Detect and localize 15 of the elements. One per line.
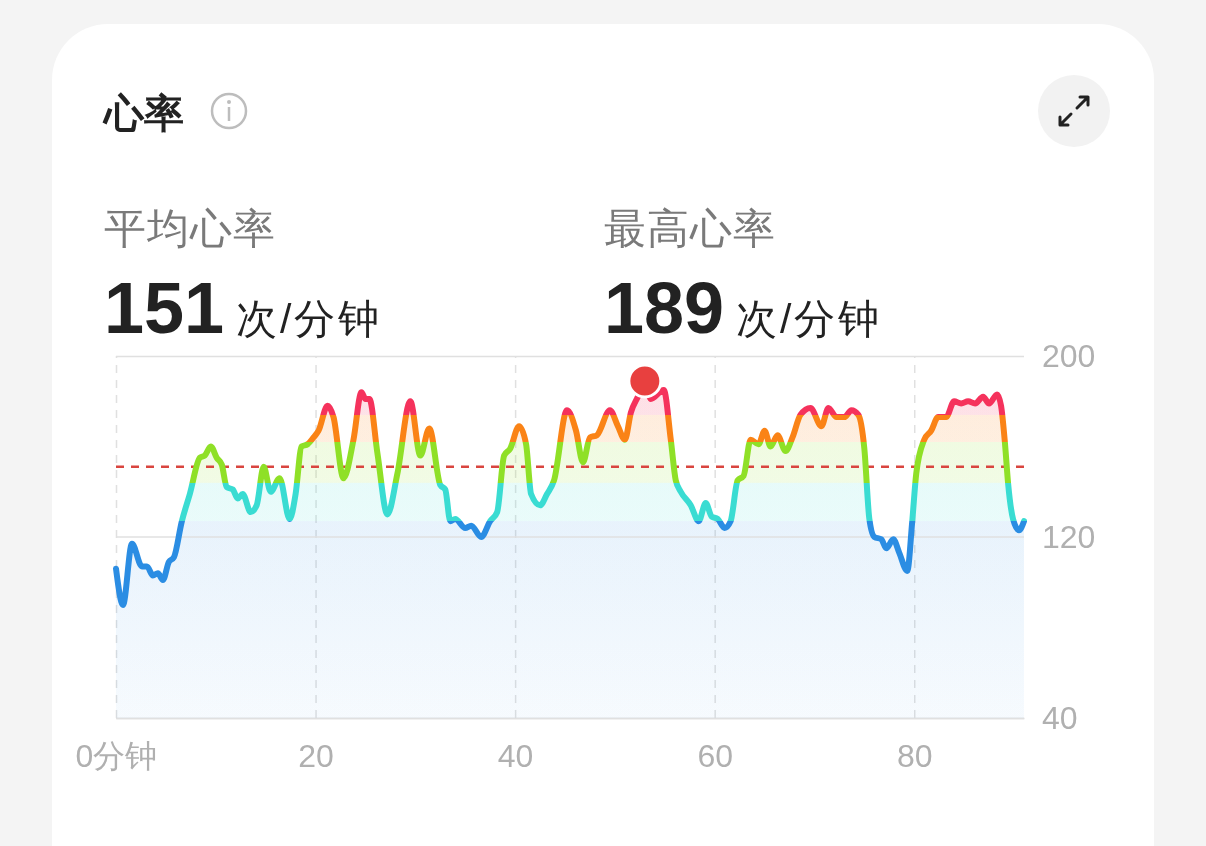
y-tick-label: 200 <box>1042 337 1096 374</box>
x-tick-label: 60 <box>697 737 733 774</box>
chart-title: 心率 <box>102 91 184 135</box>
text: 最高心率 <box>604 205 776 252</box>
y-tick-label: 120 <box>1042 518 1096 555</box>
text: 次/分钟 <box>236 296 383 342</box>
text: 189 <box>604 268 725 348</box>
text: 平均心率 <box>104 205 276 252</box>
y-tick-label: 40 <box>1042 699 1078 736</box>
text: 151 <box>104 268 225 348</box>
x-tick-label: 40 <box>497 737 534 774</box>
x-tick-label: 20 <box>298 737 334 774</box>
x-tick-label: 0分钟 <box>75 737 158 774</box>
x-tick-label: 80 <box>896 737 933 774</box>
text: 次/分钟 <box>736 296 883 342</box>
